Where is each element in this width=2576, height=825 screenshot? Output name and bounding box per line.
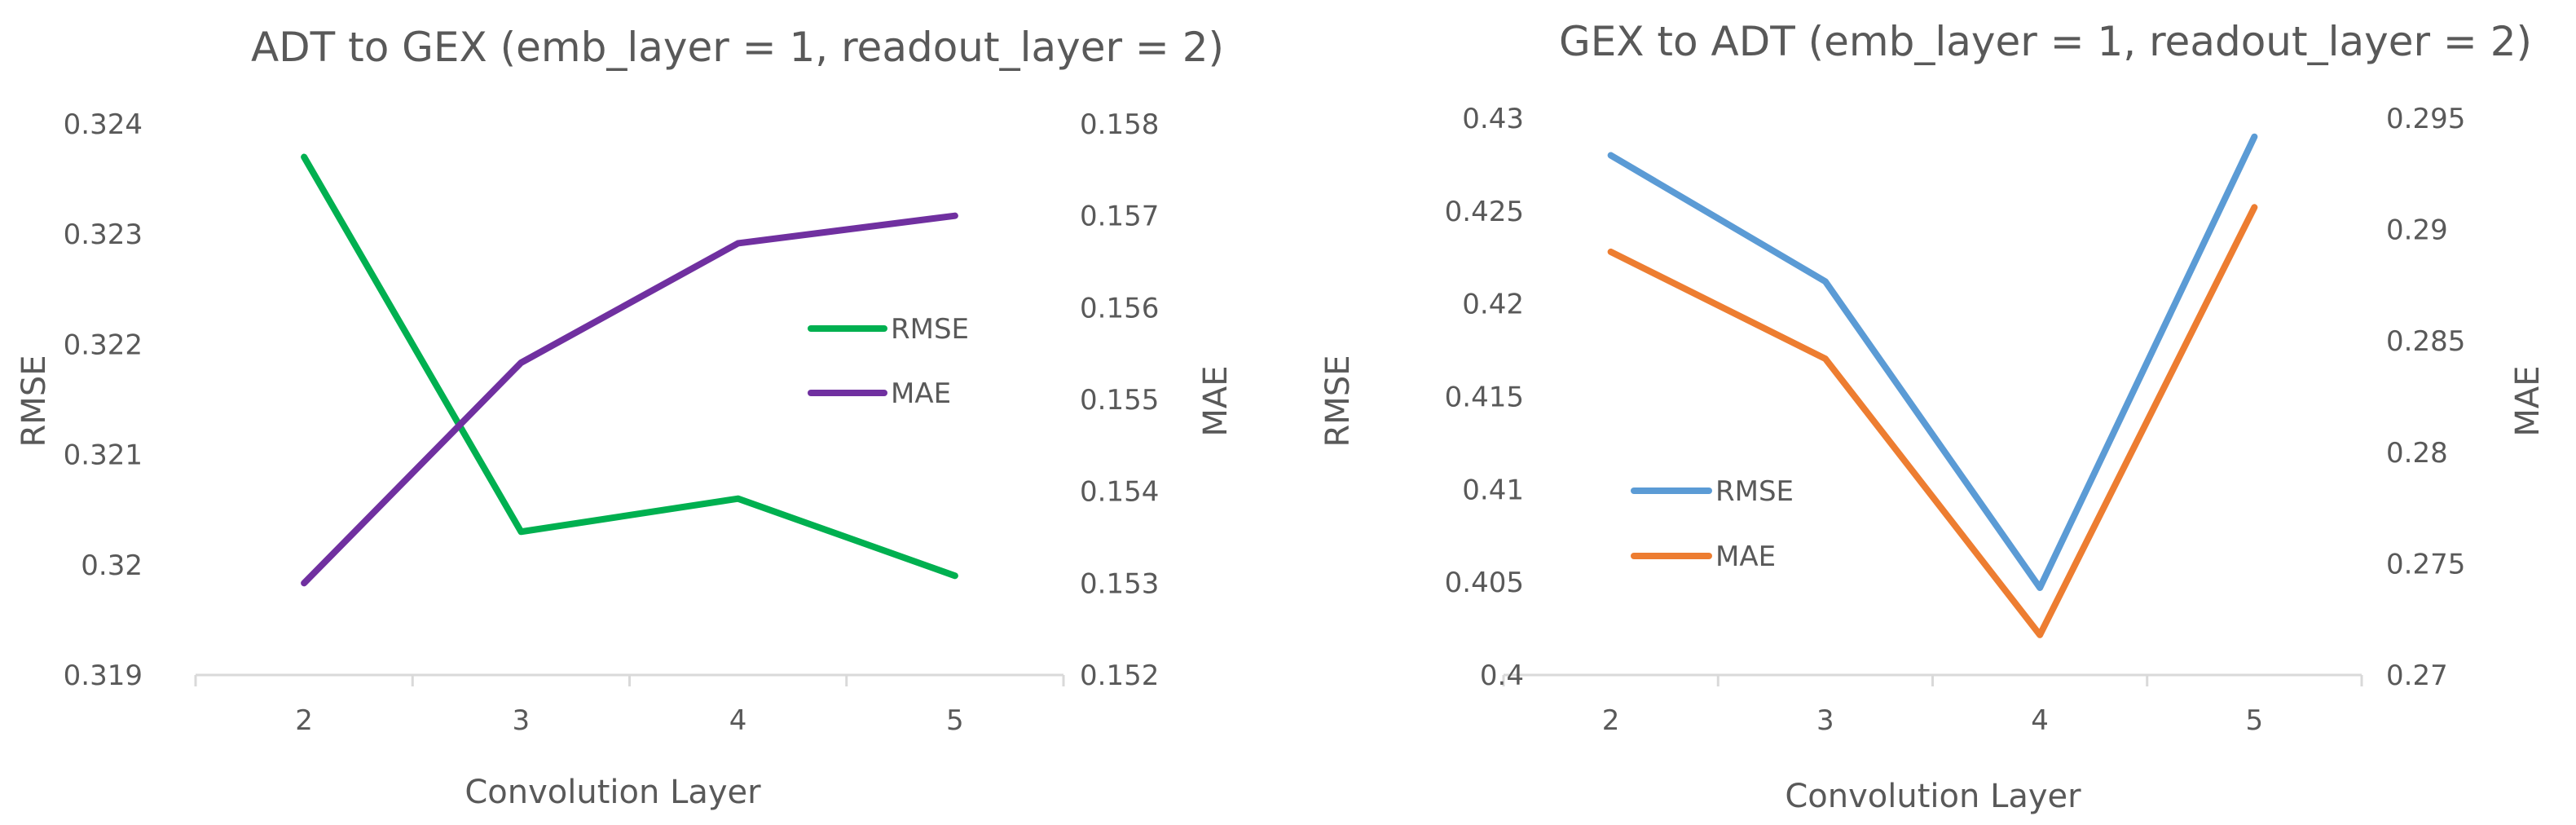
legend-label-mae: MAE [1715, 540, 1776, 573]
x-tick-label: 5 [946, 704, 964, 737]
y-tick-label: 0.425 [1445, 196, 1524, 228]
y-tick-label: 0.4 [1480, 660, 1524, 692]
y2-tick-label: 0.27 [2386, 660, 2448, 692]
y-tick-label: 0.321 [64, 439, 143, 472]
y-tick-label: 0.319 [64, 660, 143, 692]
x-axis-label: Convolution Layer [465, 774, 761, 811]
chart-adt-to-gex: ADT to GEX (emb_layer = 1, readout_layer… [15, 24, 1235, 811]
y2-tick-label: 0.154 [1080, 476, 1159, 509]
y2-tick-label: 0.157 [1080, 201, 1159, 233]
x-tick-label: 2 [1602, 704, 1620, 737]
y-tick-label: 0.43 [1462, 103, 1524, 135]
y2-axis-label: MAE [2509, 365, 2547, 436]
legend-label-rmse: RMSE [1715, 475, 1794, 508]
chart-gex-to-adt: GEX to ADT (emb_layer = 1, readout_layer… [1319, 18, 2547, 815]
x-tick-label: 4 [2031, 704, 2049, 737]
y2-tick-label: 0.295 [2386, 103, 2465, 135]
chart-title: ADT to GEX (emb_layer = 1, readout_layer… [251, 24, 1224, 71]
legend-label-mae: MAE [891, 377, 951, 410]
y-tick-label: 0.405 [1445, 567, 1524, 599]
x-tick-label: 5 [2246, 704, 2264, 737]
y-tick-label: 0.323 [64, 218, 143, 251]
x-tick-label: 3 [513, 704, 531, 737]
y-tick-label: 0.324 [64, 108, 143, 141]
y2-tick-label: 0.158 [1080, 108, 1159, 141]
x-tick-label: 3 [1816, 704, 1834, 737]
x-tick-label: 4 [729, 704, 747, 737]
series-line-rmse [1607, 133, 2258, 591]
series-line-rmse [301, 153, 958, 580]
y-tick-label: 0.415 [1445, 382, 1524, 414]
series-line-mae [301, 212, 958, 587]
y2-tick-label: 0.28 [2386, 437, 2448, 470]
y-axis-label: RMSE [1319, 355, 1357, 448]
y2-tick-label: 0.275 [2386, 548, 2465, 580]
legend-label-rmse: RMSE [891, 313, 969, 346]
y2-axis-label: MAE [1197, 365, 1235, 436]
y2-tick-label: 0.155 [1080, 384, 1159, 417]
x-tick-label: 2 [295, 704, 313, 737]
y-axis-label: RMSE [15, 355, 53, 448]
x-axis-label: Convolution Layer [1785, 778, 2081, 815]
y2-tick-label: 0.153 [1080, 567, 1159, 600]
y2-tick-label: 0.285 [2386, 325, 2465, 358]
y-tick-label: 0.42 [1462, 289, 1524, 321]
y-tick-label: 0.41 [1462, 474, 1524, 506]
y-tick-label: 0.322 [64, 329, 143, 361]
y2-tick-label: 0.29 [2386, 214, 2448, 247]
y2-tick-label: 0.152 [1080, 660, 1159, 692]
y2-tick-label: 0.156 [1080, 292, 1159, 324]
series-line-mae [1607, 204, 2258, 638]
chart-title: GEX to ADT (emb_layer = 1, readout_layer… [1559, 18, 2532, 65]
y-tick-label: 0.32 [81, 549, 143, 582]
